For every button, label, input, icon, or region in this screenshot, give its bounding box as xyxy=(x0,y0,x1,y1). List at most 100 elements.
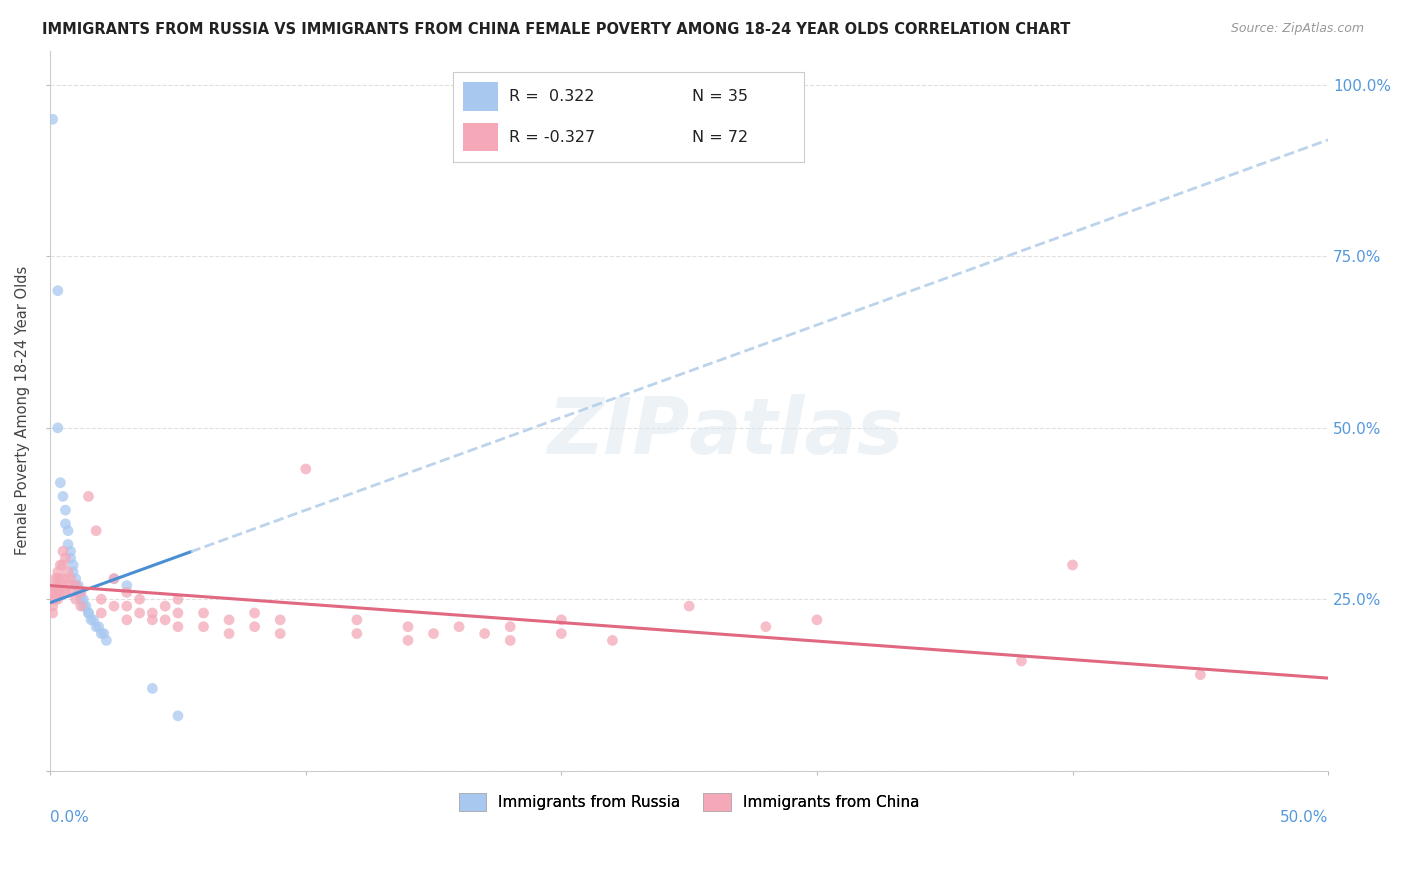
Point xyxy=(55,585,77,599)
Point xyxy=(59,585,82,599)
Point xyxy=(243,606,266,620)
Point xyxy=(67,578,90,592)
Point xyxy=(1010,654,1032,668)
Point xyxy=(294,462,316,476)
Point xyxy=(55,503,77,517)
Point xyxy=(755,620,778,634)
Point xyxy=(96,633,118,648)
Point xyxy=(69,585,91,599)
Point xyxy=(1189,667,1212,681)
Point xyxy=(49,585,72,599)
Point xyxy=(141,681,163,696)
Point xyxy=(396,633,419,648)
Point xyxy=(52,558,75,572)
Point xyxy=(103,572,125,586)
Point xyxy=(77,606,100,620)
Point xyxy=(46,421,69,435)
Point xyxy=(65,578,87,592)
Point xyxy=(396,620,419,634)
Point xyxy=(269,613,291,627)
Point xyxy=(167,620,190,634)
Point xyxy=(346,613,368,627)
Point xyxy=(44,585,66,599)
Point xyxy=(218,613,240,627)
Point xyxy=(46,585,69,599)
Point xyxy=(59,572,82,586)
Point xyxy=(167,709,190,723)
Point xyxy=(55,516,77,531)
Point xyxy=(103,572,125,586)
Point xyxy=(77,490,100,504)
Point xyxy=(41,585,63,599)
Point xyxy=(141,606,163,620)
Point xyxy=(46,284,69,298)
Point xyxy=(499,620,522,634)
Point xyxy=(83,613,105,627)
Point xyxy=(46,565,69,579)
Point xyxy=(115,613,138,627)
Point xyxy=(56,524,79,538)
Point xyxy=(243,620,266,634)
Point xyxy=(56,578,79,592)
Point xyxy=(93,626,115,640)
Point xyxy=(678,599,700,614)
Point xyxy=(103,599,125,614)
Point xyxy=(84,620,107,634)
Point xyxy=(65,572,87,586)
Point xyxy=(550,613,572,627)
Point xyxy=(80,613,103,627)
Point xyxy=(84,524,107,538)
Point xyxy=(65,592,87,607)
Point xyxy=(167,606,190,620)
Point xyxy=(75,599,97,614)
Point xyxy=(46,592,69,607)
Point xyxy=(49,558,72,572)
Text: atlas: atlas xyxy=(689,394,904,470)
Point xyxy=(67,585,90,599)
Text: ZIP: ZIP xyxy=(547,394,689,470)
Point xyxy=(141,613,163,627)
Point xyxy=(55,551,77,566)
Point xyxy=(69,599,91,614)
Point xyxy=(167,592,190,607)
Point xyxy=(193,606,215,620)
Point xyxy=(218,626,240,640)
Point xyxy=(449,620,471,634)
Point xyxy=(90,626,112,640)
Point xyxy=(550,626,572,640)
Point xyxy=(62,565,84,579)
Point xyxy=(269,626,291,640)
Point xyxy=(128,606,150,620)
Point xyxy=(69,592,91,607)
Text: 50.0%: 50.0% xyxy=(1279,810,1329,825)
Point xyxy=(77,606,100,620)
Point xyxy=(46,572,69,586)
Point xyxy=(65,578,87,592)
Point xyxy=(193,620,215,634)
Point xyxy=(87,620,110,634)
Point xyxy=(153,599,176,614)
Point xyxy=(806,613,828,627)
Point xyxy=(499,633,522,648)
Point xyxy=(52,490,75,504)
Point xyxy=(90,592,112,607)
Point xyxy=(474,626,496,640)
Point xyxy=(52,578,75,592)
Point xyxy=(62,558,84,572)
Point xyxy=(346,626,368,640)
Point xyxy=(602,633,624,648)
Point xyxy=(128,592,150,607)
Point xyxy=(59,544,82,558)
Point xyxy=(56,565,79,579)
Legend: Immigrants from Russia, Immigrants from China: Immigrants from Russia, Immigrants from … xyxy=(453,788,925,817)
Point xyxy=(55,572,77,586)
Point xyxy=(153,613,176,627)
Point xyxy=(41,112,63,127)
Point xyxy=(41,606,63,620)
Point xyxy=(41,592,63,607)
Point xyxy=(44,572,66,586)
Point xyxy=(49,572,72,586)
Point xyxy=(115,599,138,614)
Point xyxy=(59,551,82,566)
Point xyxy=(72,592,94,607)
